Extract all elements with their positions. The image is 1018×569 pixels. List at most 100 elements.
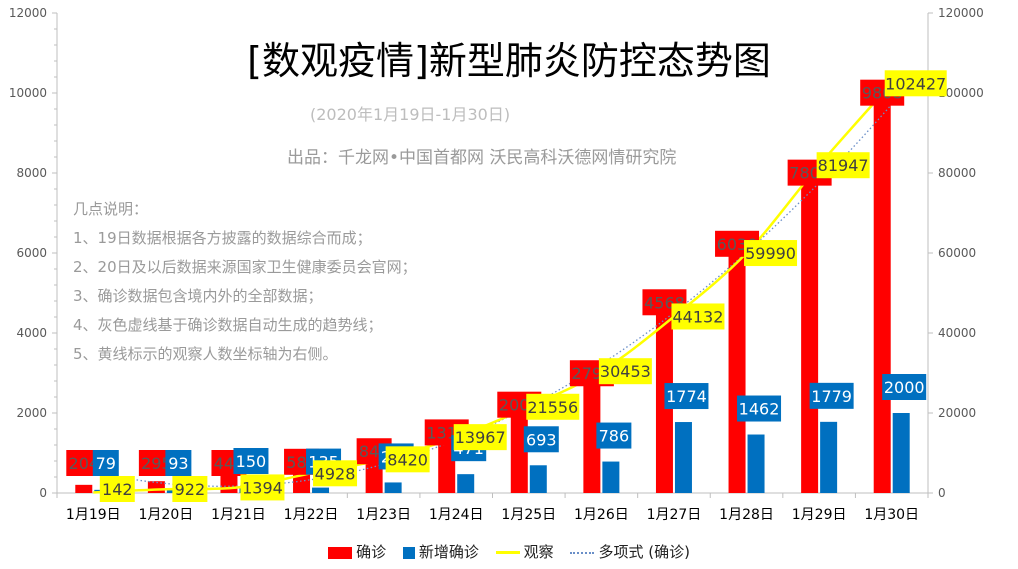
bar-new-confirmed [892, 413, 910, 493]
chart-title: [数观疫情]新型肺炎防控态势图 [247, 39, 771, 83]
label-new-confirmed-box [165, 450, 192, 476]
bar-new-confirmed [747, 434, 765, 493]
label-observation: 4928 [315, 464, 356, 483]
x-tick-label: 1月28日 [719, 507, 774, 523]
y-right-tick-label: 120000 [938, 6, 984, 20]
notes: 几点说明： 1、19日数据根据各方披露的数据综合而成； 2、20日及以后数据来源… [73, 195, 417, 369]
bar-confirmed [220, 475, 238, 493]
producer-credit: 出品：千龙网•中国首都网 沃民高科沃德网情研究院 [287, 148, 677, 168]
label-new-confirmed-box [92, 450, 119, 476]
label-observation-box [598, 358, 652, 385]
legend-item: 多项式 (确诊) [570, 541, 690, 562]
label-observation: 21556 [527, 398, 578, 417]
legend: 确诊 新增确诊 观察 多项式 (确诊) [0, 541, 1018, 562]
y-left-tick-label: 6000 [16, 246, 47, 260]
label-observation-box [240, 474, 285, 501]
bar-confirmed [147, 481, 165, 493]
legend-item: 观察 [495, 541, 554, 562]
chart-subtitle: (2020年1月19日-1月30日) [310, 105, 511, 124]
y-left-tick-label: 0 [39, 486, 47, 500]
bar-new-confirmed [674, 422, 692, 493]
label-new-confirmed: 786 [599, 427, 630, 446]
y-left-tick-label: 4000 [16, 326, 47, 340]
legend-label: 多项式 (确诊) [598, 543, 690, 561]
legend-swatch-trend [570, 551, 595, 554]
label-observation: 81947 [818, 156, 869, 175]
bar-confirmed [365, 459, 383, 493]
legend-item: 新增确诊 [402, 541, 479, 562]
y-right-tick-label: 80000 [938, 166, 976, 180]
x-tick-label: 1月20日 [139, 507, 194, 523]
label-observation: 13967 [455, 428, 506, 447]
bar-confirmed [75, 484, 93, 493]
label-new-confirmed-box [737, 395, 782, 422]
label-new-confirmed: 150 [236, 452, 267, 471]
label-new-confirmed-box [596, 422, 632, 449]
bar-confirmed [583, 381, 601, 493]
label-observation: 1394 [242, 478, 283, 497]
x-tick-label: 1月22日 [284, 507, 339, 523]
bar-confirmed [873, 100, 891, 494]
note-line: 几点说明： [73, 200, 149, 218]
label-observation-box [453, 424, 507, 451]
label-observation: 142 [102, 480, 133, 499]
axes: 0200040006000800010000120000200004000060… [9, 6, 984, 523]
bar-new-confirmed [312, 487, 330, 493]
x-tick-label: 1月26日 [574, 507, 629, 523]
bar-confirmed [801, 180, 819, 493]
x-tick-label: 1月21日 [211, 507, 266, 523]
label-confirmed: 204 [69, 454, 100, 473]
label-observation: 8420 [387, 450, 428, 469]
label-new-confirmed-box [664, 383, 709, 410]
label-new-confirmed-box [523, 426, 559, 453]
y-left-tick-label: 2000 [16, 406, 47, 420]
label-observation: 102427 [885, 74, 946, 93]
label-new-confirmed-box [882, 374, 927, 400]
legend-swatch-confirmed [328, 546, 353, 559]
bar-confirmed [510, 412, 528, 493]
label-new-confirmed: 79 [96, 454, 116, 473]
y-right-tick-label: 20000 [938, 406, 976, 420]
legend-label: 观察 [523, 543, 554, 561]
label-new-confirmed: 2000 [884, 378, 925, 397]
note-line: 1、19日数据根据各方披露的数据综合而成； [73, 229, 372, 247]
label-new-confirmed: 1779 [811, 387, 852, 406]
label-new-confirmed: 1774 [666, 387, 707, 406]
x-tick-label: 1月23日 [356, 507, 411, 523]
label-confirmed: 295 [141, 454, 172, 473]
x-tick-label: 1月29日 [792, 507, 847, 523]
bar-new-confirmed [384, 482, 402, 493]
y-left-tick-label: 10000 [9, 86, 47, 100]
bar-new-confirmed [529, 465, 547, 493]
bar-confirmed [438, 440, 456, 493]
y-right-tick-label: 40000 [938, 326, 976, 340]
note-line: 5、黄线标示的观察人数坐标轴为右侧。 [73, 345, 338, 363]
label-new-confirmed-box [233, 448, 269, 474]
y-left-tick-label: 12000 [9, 6, 47, 20]
label-new-confirmed-box [809, 382, 854, 409]
label-observation-box [172, 476, 208, 502]
note-line: 2、20日及以后数据来源国家卫生健康委员会官网； [73, 258, 417, 276]
x-tick-label: 1月25日 [501, 507, 556, 523]
bar-new-confirmed [602, 461, 620, 493]
label-observation-box [671, 303, 725, 330]
x-tick-label: 1月19日 [66, 507, 121, 523]
label-observation-box [313, 460, 358, 487]
y-right-tick-label: 100000 [938, 86, 984, 100]
label-new-confirmed: 1462 [739, 400, 780, 419]
label-observation-box [816, 152, 870, 179]
label-observation: 59990 [745, 244, 796, 263]
y-right-tick-label: 0 [938, 486, 946, 500]
x-tick-label: 1月30日 [864, 507, 919, 523]
x-tick-label: 1月24日 [429, 507, 484, 523]
data-labels: 204 295 445 5808441315200827944568603078099… [66, 70, 947, 502]
label-new-confirmed: 93 [168, 454, 188, 473]
legend-item: 确诊 [328, 541, 386, 562]
label-observation-box [526, 393, 580, 420]
label-observation-box [884, 70, 947, 97]
legend-label: 新增确诊 [418, 543, 479, 561]
label-observation: 30453 [600, 362, 651, 381]
bar-new-confirmed [820, 421, 838, 493]
label-observation-box [385, 446, 430, 473]
